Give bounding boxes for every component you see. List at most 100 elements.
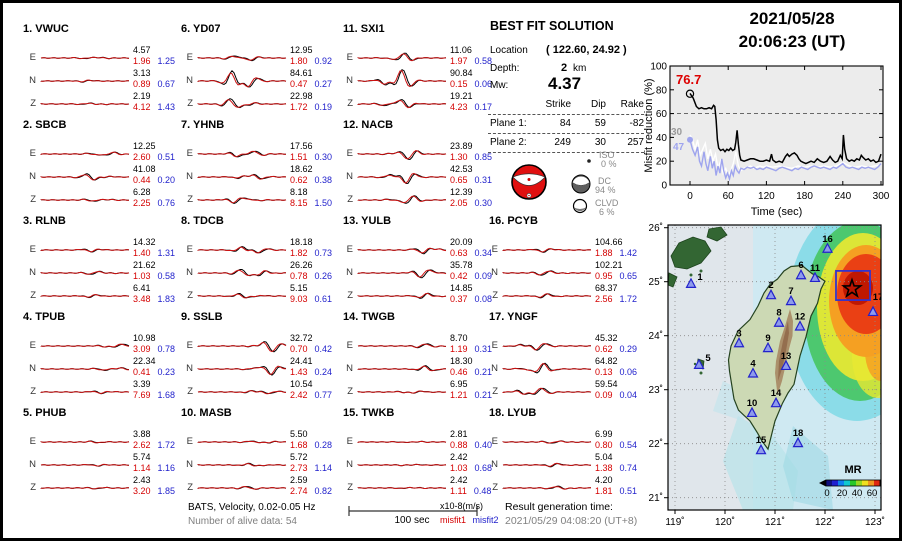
- waveform-trace: [197, 440, 287, 444]
- misfit-values: 1.80 0.92: [290, 56, 332, 66]
- misfit1-value: 1.51: [290, 152, 308, 162]
- waveform-trace: [357, 486, 446, 490]
- amplitude-value: 2.59: [290, 475, 308, 485]
- amplitude-value: 41.08: [133, 164, 156, 174]
- station-header: 9. SSLB: [181, 311, 223, 323]
- station-triangle-icon: [785, 294, 797, 306]
- waveform-trace: [357, 440, 447, 444]
- waveform-trace: [357, 269, 447, 279]
- svg-text:122˚: 122˚: [815, 516, 835, 528]
- component-label: N: [491, 459, 498, 470]
- amplitude-value: 6.28: [133, 187, 151, 197]
- misfit1-value: 2.56: [595, 294, 613, 304]
- amplitude-value: 64.82: [595, 356, 618, 366]
- plane1-dip: 59: [594, 118, 606, 129]
- component-label: E: [29, 436, 36, 447]
- waveform-trace: [197, 389, 287, 395]
- amplitude-value: 42.53: [450, 164, 473, 174]
- misfit2-value: 0.08: [474, 294, 493, 304]
- waveform-trace: [197, 269, 287, 277]
- misfit-values: 0.89 0.67: [133, 79, 175, 89]
- amplitude-value: 4.20: [595, 475, 613, 485]
- misfit2-value: 0.42: [314, 344, 333, 354]
- event-time: 20:06:23 (UT): [738, 32, 846, 51]
- waveform-panel: 1. VWUC E 4.57 1.96 1.25 N 3.13 0.89 0.67 Z 2.19 4.…: [3, 3, 663, 538]
- station-header: 10. MASB: [181, 407, 232, 419]
- component-label: E: [491, 244, 498, 255]
- waveform-trace: [357, 292, 447, 299]
- amplitude-value: 26.26: [290, 260, 313, 270]
- station-header: 17. YNGF: [489, 311, 538, 323]
- amplitude-value: 12.39: [450, 187, 473, 197]
- component-label: E: [346, 340, 353, 351]
- component-label: N: [186, 459, 193, 470]
- component-label: Z: [30, 482, 36, 493]
- misfit1-value: 0.62: [595, 344, 613, 354]
- misfit1-value: 4.23: [450, 102, 468, 112]
- component-label: E: [346, 436, 353, 447]
- misfit1-value: 1.80: [290, 56, 308, 66]
- location-value: ( 122.60, 24.92 ): [546, 44, 627, 56]
- misfit1-value: 1.81: [595, 486, 613, 496]
- misfit1-value: 0.88: [450, 440, 468, 450]
- waveform-trace: [357, 343, 447, 349]
- misfit-values: 4.12 1.43: [133, 102, 175, 112]
- misfit2-value: 0.09: [474, 271, 493, 281]
- misfit2-value: 1.14: [314, 463, 333, 473]
- waveform-trace: [40, 102, 130, 106]
- misfit-values: 0.70 0.42: [290, 344, 332, 354]
- svg-text:100: 100: [650, 62, 667, 73]
- amplitude-value: 4.57: [133, 45, 151, 55]
- amplitude-value: 5.74: [133, 452, 151, 462]
- misfit-values: 2.05 0.30: [450, 198, 492, 208]
- misfit2-value: 0.78: [157, 344, 176, 354]
- misfit2-value: 1.83: [157, 294, 176, 304]
- svg-text:80: 80: [656, 85, 668, 96]
- misfit1-value: 2.42: [290, 390, 308, 400]
- misfit2-value: 0.85: [474, 152, 493, 162]
- misfit-values: 0.62 0.29: [595, 344, 637, 354]
- misfit2-value: 0.24: [314, 367, 333, 377]
- component-label: Z: [187, 98, 193, 109]
- waveform-trace: [197, 55, 287, 62]
- component-label: E: [491, 340, 498, 351]
- misfit2-value: 0.30: [314, 152, 333, 162]
- iso-pct: 0 %: [601, 159, 617, 169]
- waveform-trace: [502, 293, 592, 299]
- amplitude-value: 14.32: [133, 237, 156, 247]
- misfit2-value: 1.25: [157, 56, 176, 66]
- waveform-trace: [40, 173, 130, 181]
- result-time-value: 2021/05/29 04:08:20 (UT+8): [505, 515, 638, 527]
- station-triangle-icon: [780, 359, 792, 371]
- component-label: N: [491, 363, 498, 374]
- misfit1-value: 2.62: [133, 440, 151, 450]
- component-label: Z: [347, 98, 353, 109]
- station-header: 2. SBCB: [23, 119, 67, 131]
- misfit2-value: 0.26: [314, 271, 333, 281]
- misfit-values: 0.80 0.54: [595, 440, 637, 450]
- svg-text:30: 30: [671, 127, 683, 138]
- component-label: N: [346, 363, 353, 374]
- waveform-trace: [197, 485, 287, 490]
- station-header: 5. PHUB: [23, 407, 67, 419]
- svg-text:25˚: 25˚: [649, 276, 663, 288]
- svg-text:11: 11: [810, 263, 821, 274]
- component-label: N: [186, 267, 193, 278]
- waveform-trace: [357, 150, 447, 161]
- misfit2-value: 0.65: [619, 271, 638, 281]
- misfit1-value: 4.12: [133, 102, 151, 112]
- component-label: E: [346, 244, 353, 255]
- component-label: E: [186, 436, 193, 447]
- misfit-values: 1.38 0.74: [595, 463, 637, 473]
- misfit-values: 0.41 0.23: [133, 367, 175, 377]
- svg-text:13: 13: [781, 351, 792, 362]
- misfit-values: 0.13 0.06: [595, 367, 637, 377]
- component-label: E: [491, 436, 498, 447]
- waveform-trace: [197, 98, 287, 109]
- misfit-values: 1.21 0.21: [450, 390, 492, 400]
- waveform-trace: [357, 247, 447, 255]
- waveform-trace: [197, 150, 286, 158]
- component-label: Z: [492, 386, 498, 397]
- svg-text:60: 60: [723, 191, 735, 202]
- component-label: Z: [30, 290, 36, 301]
